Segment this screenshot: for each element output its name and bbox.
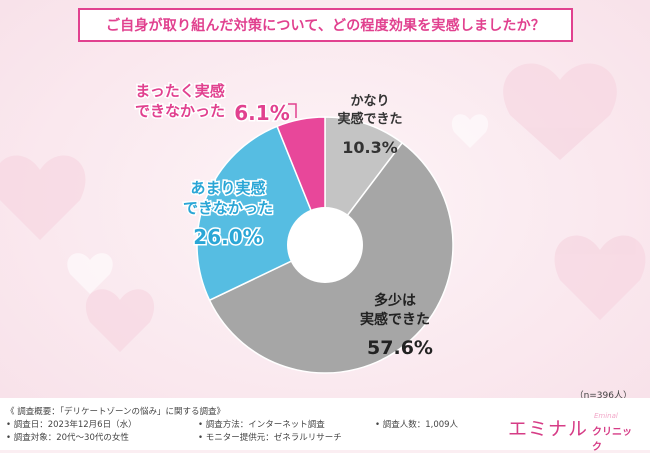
survey-footer: 《 調査概要：「デリケートゾーンの悩み」に関する調査》 • 調査日：2023年1… [0,398,650,450]
slice-value-1: 10.3% [342,138,398,157]
slice-label-4: まったく実感できなかった [135,82,225,120]
chart-title: ご自身が取り組んだ対策について、どの程度効果を実感しましたか？ [78,8,573,42]
clinic-logo: エミナル Eminal クリニック [508,412,640,453]
logo-small-text: Eminal [594,412,618,420]
leader-line [288,103,297,118]
slice-value-2: 57.6% [367,337,433,359]
donut-hole [287,207,363,283]
survey-method: • 調査方法：インターネット調査 [198,420,325,430]
survey-date: • 調査日：2023年12月6日（水） [6,420,137,430]
slice-label-2: 多少は実感できた [360,292,430,328]
logo-sub-text: クリニック [592,427,632,453]
survey-overview: 《 調査概要：「デリケートゾーンの悩み」に関する調査》 [6,407,226,417]
slice-label-3: あまり実感できなかった [183,179,273,217]
slice-label-1: かなり実感できた [337,94,402,127]
slice-value-4: 6.1% [234,101,289,125]
survey-target: • 調査対象：20代〜30代の女性 [6,433,129,443]
survey-provider: • モニター提供元：ゼネラルリサーチ [198,433,342,443]
survey-count: • 調査人数：1,009人 [375,420,459,430]
logo-main-text: エミナル [508,418,589,440]
slice-value-3: 26.0% [193,225,262,249]
sample-size: （n=396人） [574,391,632,401]
